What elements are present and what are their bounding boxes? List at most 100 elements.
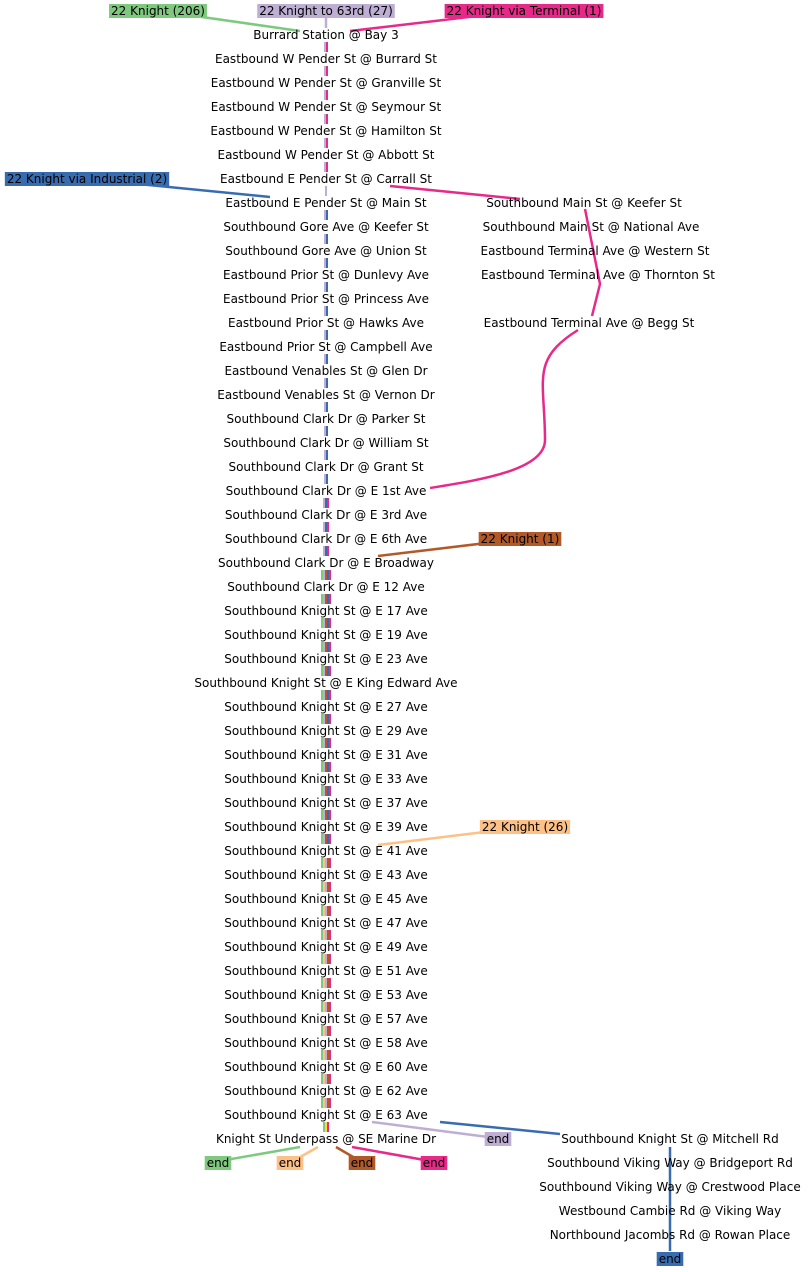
- end-label-27: end: [484, 1132, 512, 1146]
- trunk-segment: [325, 762, 327, 772]
- trunk-segment: [324, 114, 326, 124]
- trunk-segment: [327, 906, 329, 916]
- stop-label: Southbound Clark Dr @ E 6th Ave: [225, 532, 427, 546]
- stop-label: Southbound Gore Ave @ Union St: [225, 244, 427, 258]
- stop-label: Southbound Clark Dr @ William St: [223, 436, 428, 450]
- trunk-segment: [324, 258, 326, 268]
- trunk-segment: [326, 330, 328, 340]
- trunk-segment: [325, 810, 327, 820]
- trunk-segment: [326, 354, 328, 364]
- trunk-segment: [321, 786, 323, 796]
- connector-206-end: [219, 1145, 301, 1163]
- trunk-segment: [325, 1026, 327, 1036]
- trunk-segment: [323, 1026, 325, 1036]
- south-stop-label: Southbound Viking Way @ Crestwood Place: [539, 1180, 800, 1194]
- trunk-segment: [321, 810, 323, 820]
- trunk-segment: [327, 762, 329, 772]
- trunk-segment: [326, 66, 328, 76]
- stop-label: Eastbound Venables St @ Glen Dr: [224, 364, 427, 378]
- trunk-segment: [325, 546, 327, 556]
- trunk-segment: [327, 810, 329, 820]
- trunk-segment: [327, 642, 329, 652]
- stop-label: Eastbound Prior St @ Campbell Ave: [219, 340, 432, 354]
- stop-label: Southbound Knight St @ E 31 Ave: [224, 748, 427, 762]
- trunk-segment: [323, 906, 325, 916]
- trunk-segment: [321, 1074, 323, 1084]
- trunk-segment: [321, 762, 323, 772]
- stop-label: Southbound Knight St @ E 43 Ave: [224, 868, 427, 882]
- stop-label: Southbound Knight St @ E 19 Ave: [224, 628, 427, 642]
- trunk-segment: [329, 1098, 331, 1108]
- stop-label: Southbound Knight St @ E King Edward Ave: [194, 676, 457, 690]
- stop-label: Southbound Clark Dr @ E 3rd Ave: [225, 508, 427, 522]
- trunk-segment: [324, 234, 326, 244]
- stop-label: Southbound Knight St @ E 45 Ave: [224, 892, 427, 906]
- trunk-segment: [327, 666, 329, 676]
- stop-label: Southbound Knight St @ E 33 Ave: [224, 772, 427, 786]
- trunk-segment: [329, 618, 331, 628]
- south-stop-label: Southbound Viking Way @ Bridgeport Rd: [547, 1156, 793, 1170]
- trunk-segment: [325, 618, 327, 628]
- trunk-segment: [326, 450, 328, 460]
- trunk-segment: [325, 498, 327, 508]
- stop-label: Southbound Knight St @ E 23 Ave: [224, 652, 427, 666]
- trunk-segment: [321, 690, 323, 700]
- trunk-segment: [327, 594, 329, 604]
- stop-label: Eastbound Prior St @ Princess Ave: [223, 292, 429, 306]
- stop-label: Southbound Clark Dr @ E Broadway: [218, 556, 434, 570]
- trunk-segment: [325, 186, 327, 196]
- trunk-segment: [325, 954, 327, 964]
- trunk-segment: [326, 402, 328, 412]
- stop-label: Eastbound Prior St @ Dunlevy Ave: [223, 268, 429, 282]
- end-label-27-text: end: [487, 1132, 510, 1146]
- stop-label: Southbound Knight St @ E 27 Ave: [224, 700, 427, 714]
- trunk-segment: [327, 1074, 329, 1084]
- trunk-segment: [329, 906, 331, 916]
- trunk-segment: [325, 930, 327, 940]
- trunk-segment: [323, 714, 325, 724]
- trunk-segment: [329, 954, 331, 964]
- trunk-segment: [323, 618, 325, 628]
- trunk-segment: [327, 834, 329, 844]
- end-label-knight-1: end: [348, 1156, 376, 1170]
- stop-label: Eastbound E Pender St @ Main St: [225, 196, 426, 210]
- trunk-segment: [329, 858, 331, 868]
- stop-label: Southbound Knight St @ E 53 Ave: [224, 988, 427, 1002]
- trunk-segment: [323, 498, 325, 508]
- trunk-segment: [325, 570, 327, 580]
- stop-label: Southbound Clark Dr @ Parker St: [226, 412, 425, 426]
- trunk-segment: [321, 834, 323, 844]
- trunk-segment: [329, 714, 331, 724]
- stop-label: Burrard Station @ Bay 3: [253, 28, 398, 42]
- trunk-segment: [321, 954, 323, 964]
- route-label-terminal-text: 22 Knight via Terminal (1): [447, 4, 602, 18]
- trunk-segment: [323, 570, 325, 580]
- trunk-segment: [327, 1098, 329, 1108]
- trunk-segment: [321, 570, 323, 580]
- trunk-segment: [326, 162, 328, 172]
- trunk-segment: [329, 1002, 331, 1012]
- trunk-segment: [329, 1026, 331, 1036]
- trunk-segment: [325, 1098, 327, 1108]
- trunk-segment: [321, 1026, 323, 1036]
- stop-label: Eastbound W Pender St @ Hamilton St: [210, 124, 441, 138]
- trunk-segment: [324, 42, 326, 52]
- trunk-segment: [325, 642, 327, 652]
- trunk-segment: [324, 90, 326, 100]
- stop-label: Southbound Clark Dr @ Grant St: [228, 460, 423, 474]
- route-label-terminal-box: [444, 4, 604, 18]
- trunk-segment: [327, 1050, 329, 1060]
- trunk-segment: [327, 618, 329, 628]
- trunk-segment: [325, 594, 327, 604]
- connector-terminal-branch: [389, 184, 521, 201]
- trunk-segment: [323, 786, 325, 796]
- stop-label: Southbound Clark Dr @ E 12 Ave: [227, 580, 425, 594]
- terminal-stop-label: Southbound Main St @ Keefer St: [486, 196, 682, 210]
- trunk-segment: [327, 1026, 329, 1036]
- trunk-segment: [323, 1050, 325, 1060]
- stop-label: Southbound Knight St @ E 62 Ave: [224, 1084, 427, 1098]
- trunk-segment: [325, 1122, 327, 1132]
- trunk-segment: [326, 42, 328, 52]
- trunk-segment: [321, 906, 323, 916]
- trunk-segment: [324, 282, 326, 292]
